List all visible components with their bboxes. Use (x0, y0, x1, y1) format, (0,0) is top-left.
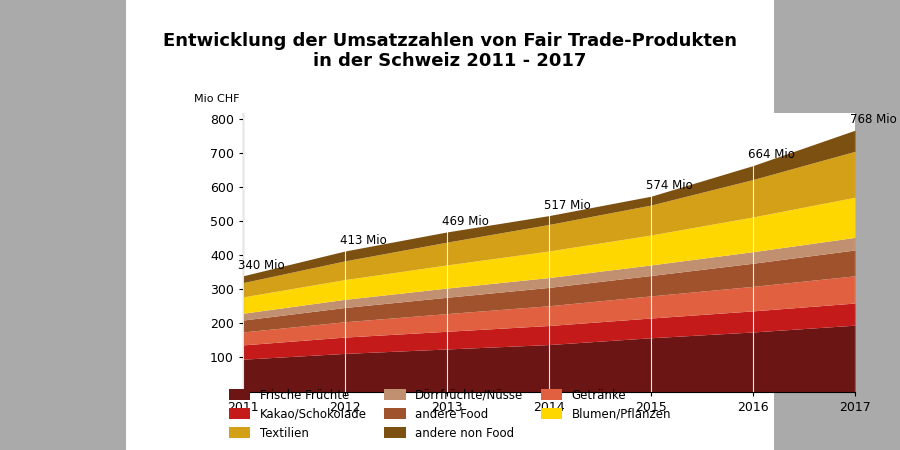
Text: 340 Mio: 340 Mio (238, 259, 284, 272)
Text: 517 Mio: 517 Mio (544, 198, 590, 211)
Text: 664 Mio: 664 Mio (748, 148, 795, 162)
Text: 574 Mio: 574 Mio (646, 179, 693, 192)
Text: Entwicklung der Umsatzzahlen von Fair Trade-Produkten
in der Schweiz 2011 - 2017: Entwicklung der Umsatzzahlen von Fair Tr… (163, 32, 737, 70)
Text: 469 Mio: 469 Mio (442, 215, 489, 228)
Text: 768 Mio: 768 Mio (850, 113, 896, 126)
Text: 413 Mio: 413 Mio (340, 234, 387, 247)
Text: Mio CHF: Mio CHF (194, 94, 239, 104)
Legend: Frische Früchte, Kakao/Schokolade, Textilien, Dörrfrüchte/Nüsse, andere Food, an: Frische Früchte, Kakao/Schokolade, Texti… (229, 389, 671, 440)
